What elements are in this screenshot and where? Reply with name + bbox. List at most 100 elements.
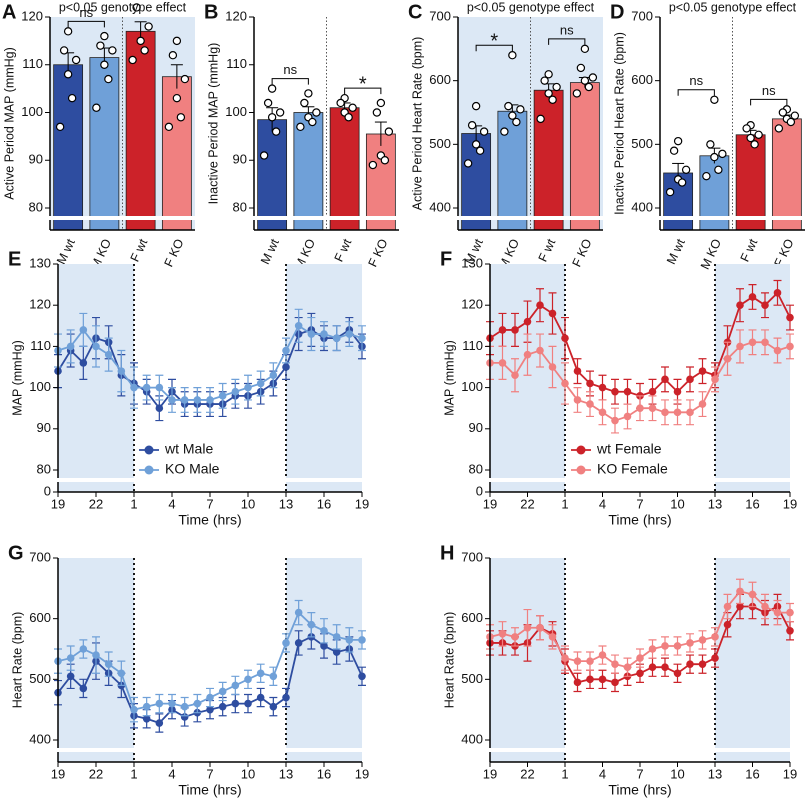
series-marker [523, 623, 532, 632]
series-marker [142, 383, 151, 392]
series-marker [244, 383, 252, 392]
y-tick-label: 90 [233, 152, 247, 167]
x-tick-label: 16 [745, 496, 759, 511]
series-marker [748, 590, 757, 599]
data-point [128, 55, 137, 65]
panel-letter: D [610, 1, 624, 23]
data-point [778, 108, 788, 117]
series-marker [748, 338, 757, 347]
series-marker [723, 620, 732, 629]
series-marker [180, 396, 189, 404]
data-point [516, 105, 525, 114]
x-tick-label: 19 [51, 766, 65, 781]
series-marker [307, 330, 316, 338]
series-marker [748, 293, 757, 301]
y-tick-label: 600 [429, 72, 451, 87]
legend-label: wt Female [596, 441, 662, 457]
panel-letter: H [440, 542, 454, 564]
y-tick-label: 130 [461, 255, 483, 270]
series-marker [79, 326, 88, 334]
series-marker [104, 350, 113, 359]
data-point [706, 140, 715, 149]
series-marker [661, 408, 669, 417]
series-marker [761, 338, 769, 347]
significance-label: ns [762, 83, 776, 98]
y-axis-label: Inactive Period Heart Rate (bpm) [612, 32, 626, 215]
data-point [471, 140, 481, 149]
y-tick-label: 500 [631, 136, 653, 151]
series-marker [92, 651, 100, 659]
axis-break [450, 216, 603, 220]
series-marker [636, 654, 644, 662]
series-marker [698, 660, 707, 668]
series-marker [623, 412, 632, 421]
series-marker [623, 387, 632, 396]
y-axis-label: Heart Rate (bpm) [442, 612, 456, 709]
axis-break [482, 748, 790, 752]
series-marker [66, 654, 75, 662]
series-marker [332, 334, 341, 342]
series-marker [523, 350, 532, 359]
series-marker [786, 313, 794, 322]
y-tick-label: 400 [429, 199, 451, 214]
series-marker [231, 387, 240, 396]
bar [89, 57, 120, 231]
series-marker [611, 416, 619, 425]
series-marker [269, 371, 278, 380]
bar [293, 112, 324, 231]
data-point [702, 171, 711, 181]
data-point [164, 122, 174, 132]
data-point [96, 41, 105, 50]
x-tick-label: 1 [130, 766, 137, 781]
x-tick-label: 16 [745, 766, 759, 781]
series-marker [773, 289, 782, 297]
x-tick-label: 13 [708, 766, 722, 781]
data-point [267, 113, 277, 122]
axis-break [42, 216, 195, 220]
axis-break [482, 478, 790, 482]
x-tick-label: F wt [738, 236, 761, 264]
y-axis-label: MAP (mmHg) [10, 340, 24, 415]
data-point [479, 127, 489, 136]
x-tick-label: 7 [636, 496, 643, 511]
series-marker [673, 408, 682, 417]
significance-label: ns [283, 62, 297, 77]
data-point [746, 133, 755, 143]
y-tick-label: 100 [29, 379, 51, 394]
series-marker [294, 639, 303, 647]
y-tick-label: 400 [631, 199, 653, 214]
series-marker [294, 608, 303, 617]
series-marker [548, 309, 557, 318]
y-tick-label: 0 [44, 483, 51, 498]
y-tick-label: 400 [29, 731, 51, 746]
data-point [59, 46, 69, 55]
series-marker [673, 642, 682, 650]
panel-letter: C [408, 1, 422, 23]
series-marker [66, 342, 75, 351]
series-marker [698, 367, 707, 375]
x-axis-label: Time (hrs) [608, 512, 671, 528]
x-tick-label: 4 [168, 496, 175, 511]
data-point [512, 117, 521, 127]
y-tick-label: 600 [29, 610, 51, 625]
series-marker [168, 699, 176, 708]
y-tick-label: 600 [631, 72, 653, 87]
axis-break [652, 216, 805, 220]
y-tick-label: 400 [461, 731, 483, 746]
y-tick-label: 700 [461, 549, 483, 564]
data-point [714, 165, 723, 174]
series-marker [206, 693, 214, 702]
series-marker [648, 387, 657, 396]
data-point [572, 89, 582, 98]
data-point [673, 136, 683, 146]
series-marker [358, 636, 366, 644]
x-tick-label: 7 [206, 496, 213, 511]
series-marker [142, 702, 151, 711]
data-point [467, 121, 477, 130]
bar [125, 30, 156, 231]
data-point [588, 73, 598, 82]
data-point [471, 101, 481, 111]
panel-letter: E [8, 248, 21, 270]
significance-bracket [67, 20, 105, 28]
